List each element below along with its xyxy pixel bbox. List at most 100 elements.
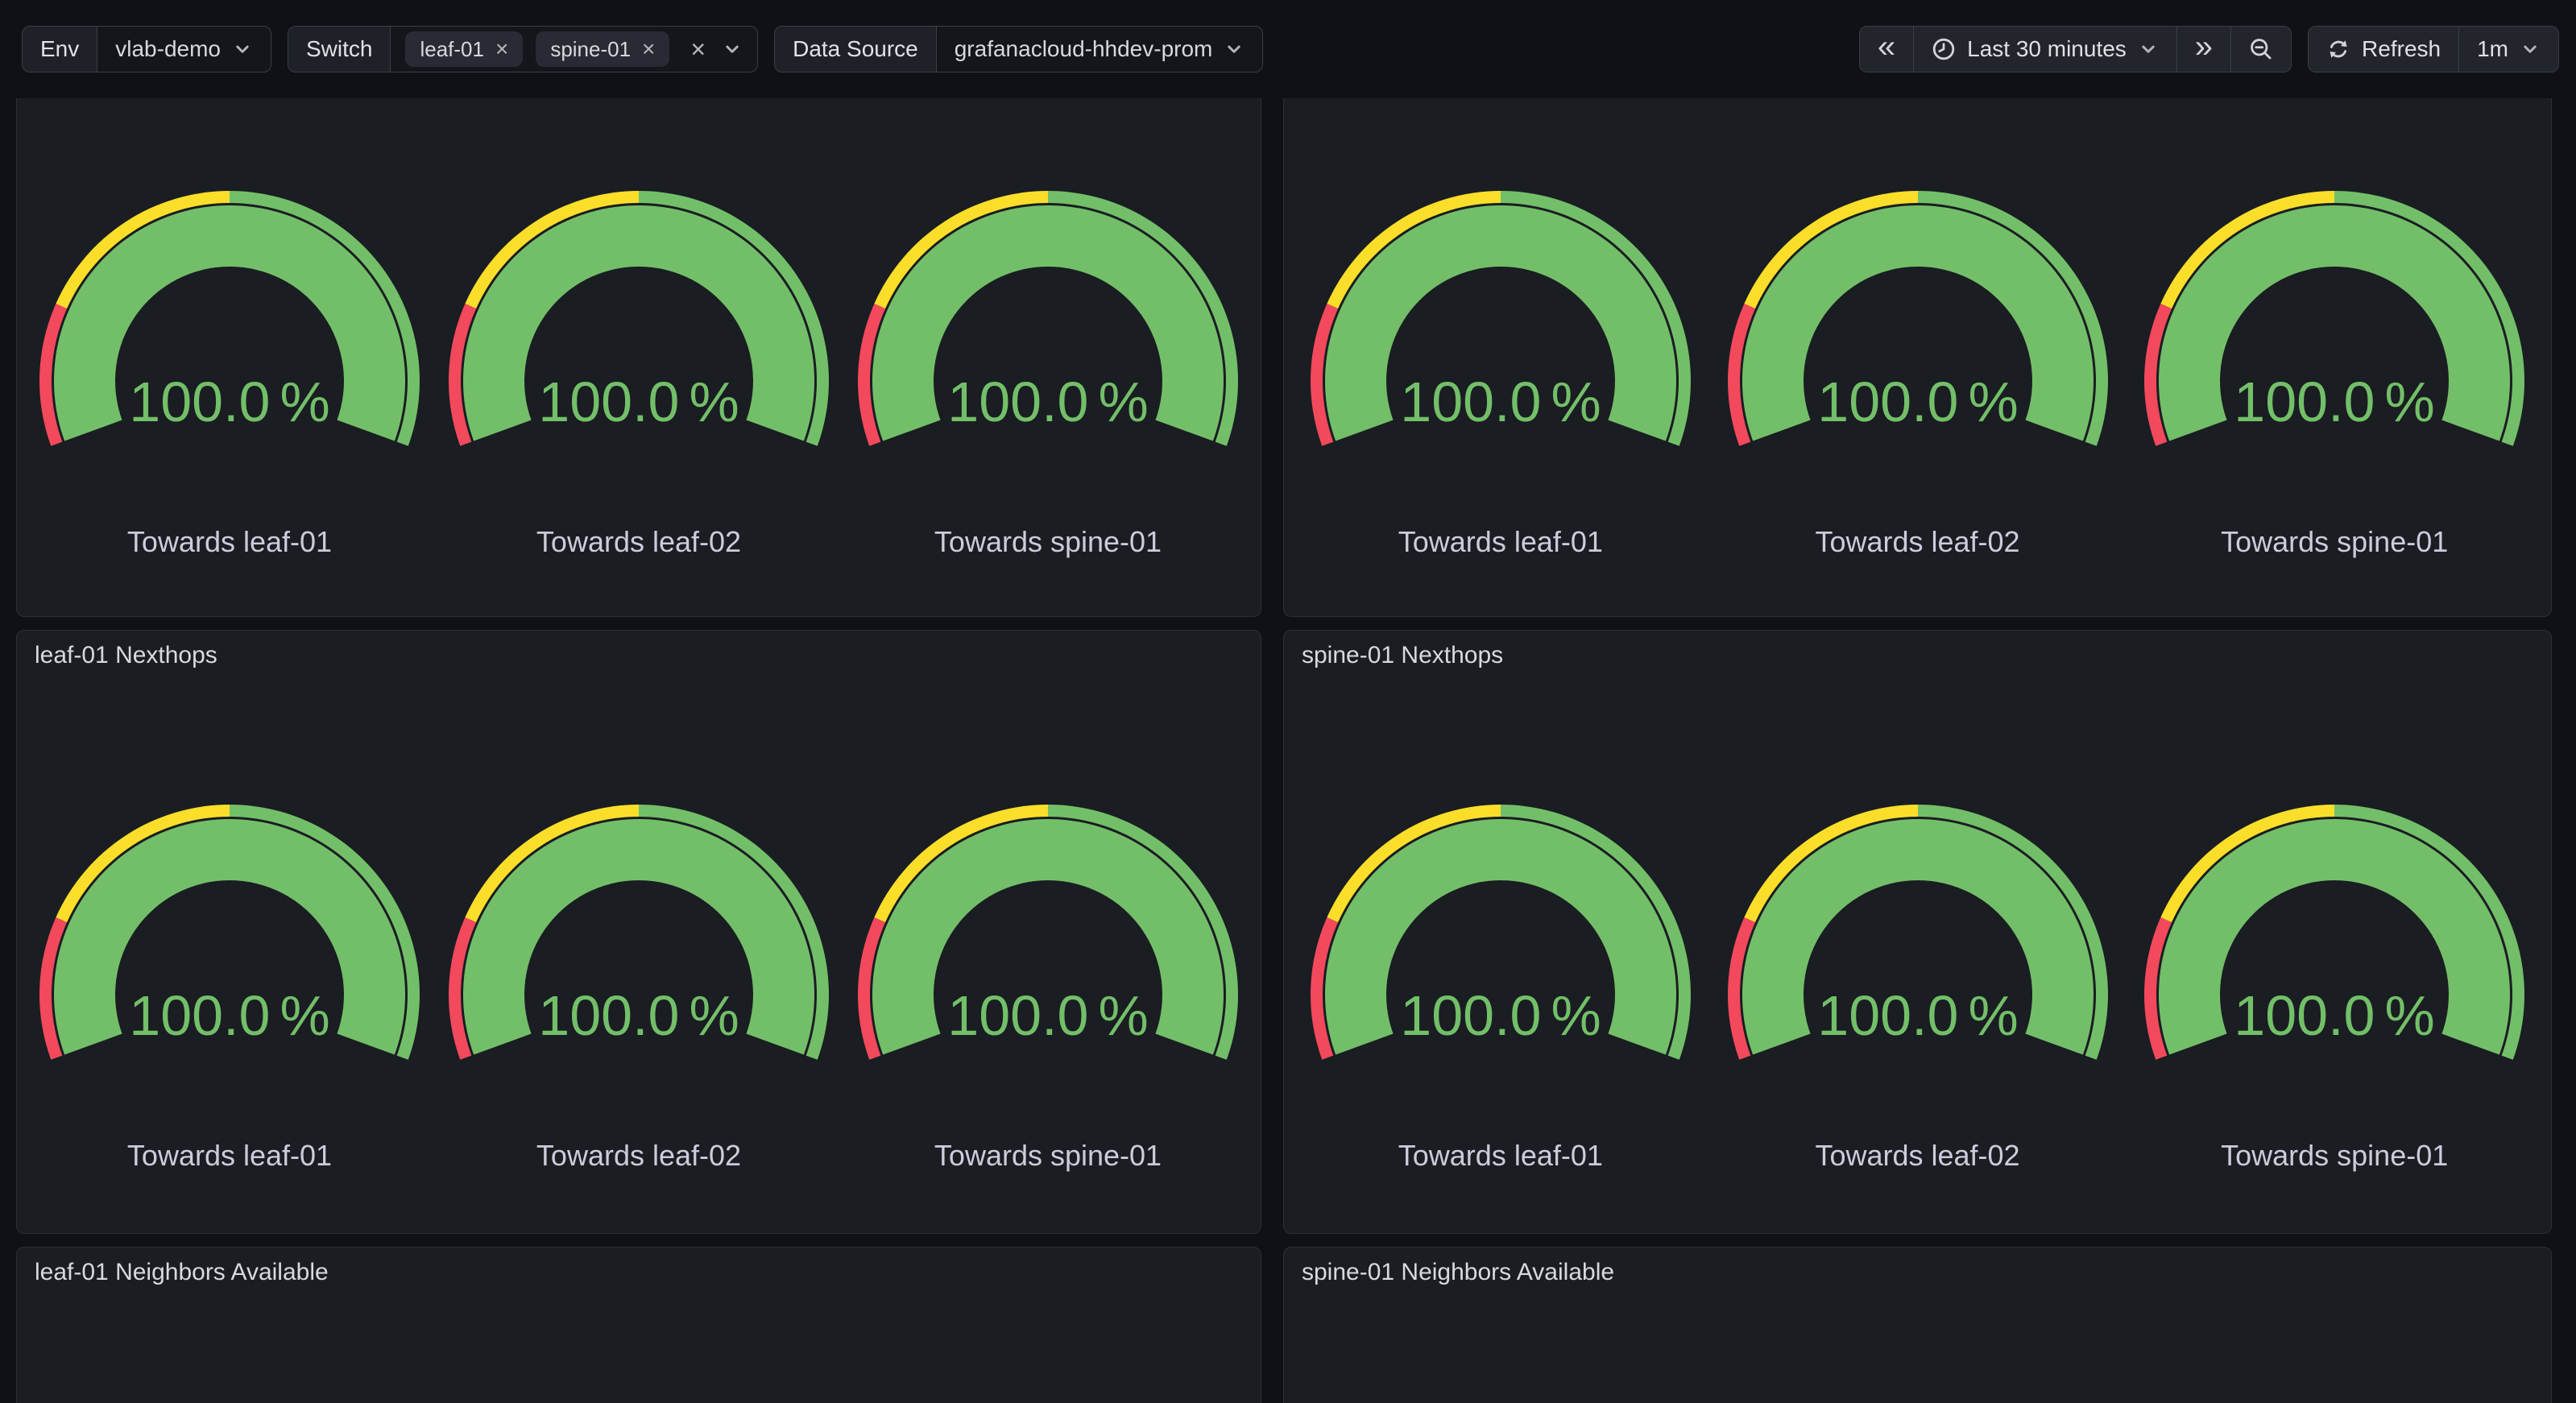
dashboard-toolbar: Env vlab-demo Switch leaf-01 × spine-01 … [0,0,2576,98]
gauge-towards-leaf-02: 100.0% Towards leaf-02 [1709,805,2127,1173]
gauge-value: 100.0% [2234,984,2434,1047]
gauge-value: 100.0% [947,984,1148,1047]
time-shift-back-button[interactable]: « [1860,27,1913,72]
refresh-button[interactable]: Refresh [2309,27,2458,72]
double-chevron-left-icon: « [1877,29,1896,64]
gauge-value: 100.0% [129,370,329,433]
chevron-down-icon [2524,45,2537,53]
panel-uplinks-right: 100.0% Towards leaf-01 100.0% Towards le… [1283,98,2552,617]
switch-tag-leaf-01[interactable]: leaf-01 × [405,31,524,67]
env-value: vlab-demo [115,36,221,61]
panel-spine-01-neighbors-available: spine-01 Neighbors Available [1283,1247,2552,1403]
gauge-value: 100.0% [1400,370,1601,433]
panel-title[interactable]: leaf-01 Neighbors Available [35,1259,329,1285]
gauge-towards-spine-01: 100.0% Towards spine-01 [843,805,1253,1173]
gauge-towards-spine-01: 100.0% Towards spine-01 [2126,805,2543,1173]
env-variable-control: Env vlab-demo [22,26,271,72]
gauge-value: 100.0% [1817,984,2018,1047]
gauge-chart: 100.0% [1727,805,2108,1060]
gauge-value: 100.0% [538,984,739,1047]
tag-text: spine-01 [550,36,632,61]
gauge-towards-leaf-02: 100.0% Towards leaf-02 [1709,191,2127,560]
remove-tag-icon[interactable]: × [642,36,656,61]
env-value-dropdown[interactable]: vlab-demo [97,27,271,72]
gauge-chart: 100.0% [858,805,1238,1060]
gauge-value: 100.0% [947,370,1148,433]
gauge-chart: 100.0% [858,191,1238,446]
chevron-down-icon[interactable] [722,39,743,60]
panel-uplinks-left: 100.0% Towards leaf-01 100.0% Towards le… [16,98,1261,617]
gauge-towards-leaf-01: 100.0% Towards leaf-01 [25,191,434,560]
time-range-text: Last 30 minutes [1967,36,2127,61]
switch-variable-control: Switch leaf-01 × spine-01 × × [287,26,759,72]
env-label: Env [23,27,97,72]
gauge-chart: 100.0% [2144,805,2525,1060]
gauge-chart: 100.0% [449,191,829,446]
panel-leaf-01-neighbors-available: leaf-01 Neighbors Available [16,1247,1261,1403]
gauge-label: Towards spine-01 [934,525,1162,558]
datasource-label: Data Source [775,27,936,72]
time-controls: « Last 30 minutes » [1858,26,2292,72]
gauge-value: 100.0% [129,984,329,1047]
gauge-chart: 100.0% [2144,191,2525,446]
time-and-refresh-controls: « Last 30 minutes » [1858,26,2559,72]
refresh-controls: Refresh 1m [2308,26,2559,72]
tag-text: leaf-01 [420,36,484,61]
gauge-label: Towards spine-01 [2221,525,2449,558]
datasource-dropdown[interactable]: grafanacloud-hhdev-prom [935,27,1263,72]
gauge-label: Towards leaf-02 [1815,525,2020,558]
time-zoom-out-button[interactable] [2230,27,2291,72]
gauge-value: 100.0% [1817,370,2018,433]
gauge-label: Towards leaf-02 [536,525,742,558]
panel-leaf-01-nexthops: leaf-01 Nexthops 100.0% Towards leaf-01 … [16,630,1261,1234]
gauge-label: Towards spine-01 [934,1139,1162,1172]
gauge-label: Towards leaf-01 [126,1139,333,1172]
gauge-value: 100.0% [2234,370,2434,433]
refresh-sync-icon [2330,40,2347,58]
panel-title[interactable]: leaf-01 Nexthops [35,642,217,668]
refresh-interval: 1m [2477,36,2508,61]
clear-selection-icon[interactable]: × [690,35,706,64]
gauge-towards-leaf-02: 100.0% Towards leaf-02 [434,191,843,560]
gauge-chart: 100.0% [1727,191,2108,446]
gauge-towards-leaf-01: 100.0% Towards leaf-01 [1292,191,1709,560]
variable-controls: Env vlab-demo Switch leaf-01 × spine-01 … [22,26,1264,72]
chevron-down-icon [1228,45,1241,53]
time-shift-forward-button[interactable]: » [2176,27,2230,72]
gauge-value: 100.0% [538,370,739,433]
gauge-label: Towards leaf-01 [1398,1139,1603,1172]
gauge-value: 100.0% [1400,984,1601,1047]
gauge-towards-leaf-01: 100.0% Towards leaf-01 [25,805,434,1173]
refresh-label: Refresh [2362,36,2441,61]
remove-tag-icon[interactable]: × [495,36,509,61]
gauge-label: Towards leaf-02 [536,1139,742,1172]
time-range-picker[interactable]: Last 30 minutes [1913,27,2176,72]
chevron-down-icon [236,45,249,53]
chevron-down-icon [2142,45,2155,53]
gauge-chart: 100.0% [39,805,420,1060]
gauge-label: Towards leaf-01 [126,525,333,558]
gauge-chart: 100.0% [1310,191,1691,446]
gauge-chart: 100.0% [449,805,829,1060]
gauge-label: Towards leaf-02 [1815,1139,2020,1172]
switch-label: Switch [288,27,391,72]
gauge-chart: 100.0% [1310,805,1691,1060]
gauge-chart: 100.0% [39,191,420,446]
dashboard-panels: 100.0% Towards leaf-01 100.0% Towards le… [16,98,2552,1403]
panel-spine-01-nexthops: spine-01 Nexthops 100.0% Towards leaf-01… [1283,630,2552,1234]
refresh-interval-dropdown[interactable]: 1m [2458,27,2558,72]
zoom-out-icon [2251,39,2272,60]
gauge-label: Towards spine-01 [2221,1139,2449,1172]
clock-icon [1932,38,1955,60]
double-chevron-right-icon: » [2194,29,2214,64]
gauge-towards-spine-01: 100.0% Towards spine-01 [2126,191,2543,560]
panel-title[interactable]: spine-01 Neighbors Available [1302,1259,1615,1285]
gauge-label: Towards leaf-01 [1398,525,1603,558]
datasource-control: Data Source grafanacloud-hhdev-prom [774,26,1264,72]
panel-title[interactable]: spine-01 Nexthops [1302,642,1504,668]
switch-tags: leaf-01 × spine-01 × × [390,27,757,72]
datasource-value: grafanacloud-hhdev-prom [954,36,1213,61]
gauge-towards-spine-01: 100.0% Towards spine-01 [843,191,1253,560]
switch-tag-spine-01[interactable]: spine-01 × [536,31,670,67]
